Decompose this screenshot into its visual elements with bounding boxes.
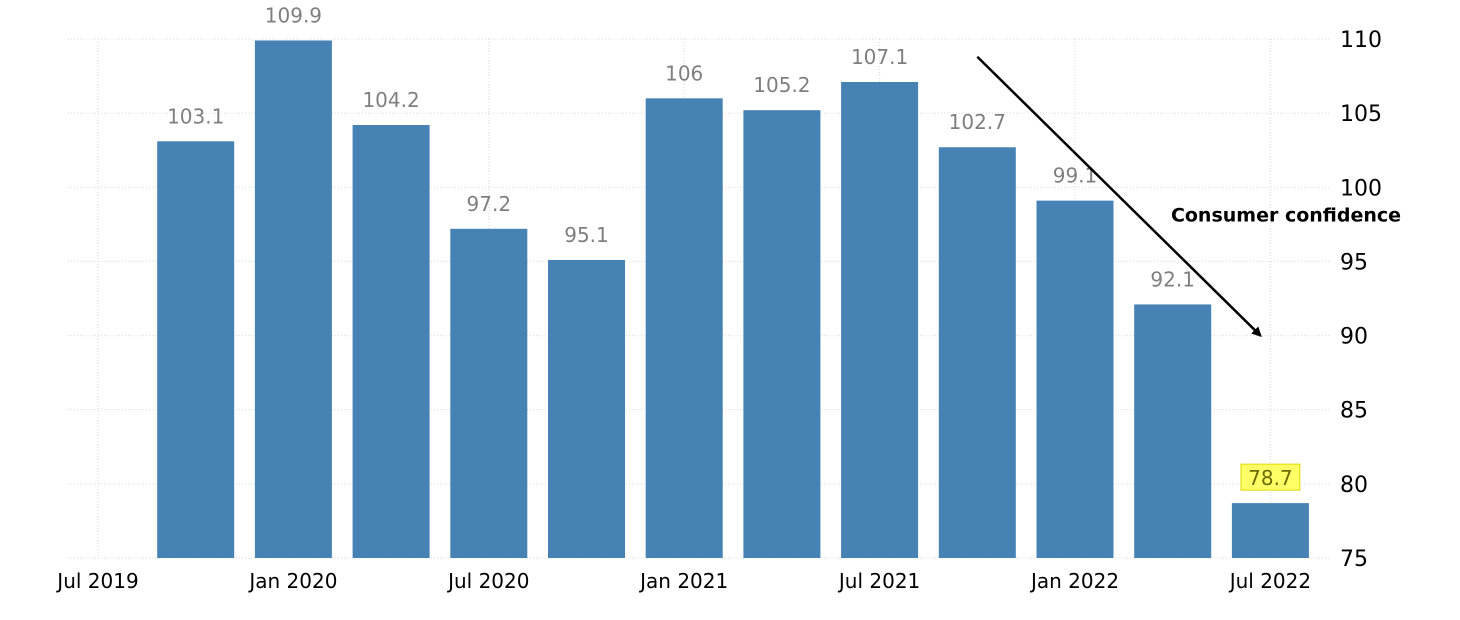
annotation: Consumer confidence	[976, 55, 1401, 337]
value-label: 97.2	[467, 192, 512, 216]
value-label: 103.1	[167, 104, 224, 128]
y-tick-label: 105	[1340, 102, 1382, 127]
bar	[841, 82, 919, 558]
bar	[352, 125, 430, 559]
value-label: 107.1	[851, 45, 908, 69]
y-tick-label: 95	[1340, 250, 1368, 275]
x-axis: Jul 2019 Jan 2020 Jul 2020 Jan 2021 Jul 2021…	[55, 569, 1311, 593]
y-tick-label: 90	[1340, 325, 1368, 350]
y-axis: 75 80 85 90 95 100 105 110	[1340, 28, 1382, 572]
trend-arrow	[976, 55, 1262, 337]
value-label: 106	[665, 61, 703, 85]
x-tick-label: Jul 2019	[55, 569, 138, 593]
value-label: 78.7	[1248, 466, 1293, 490]
bars	[157, 40, 1309, 559]
bar	[743, 110, 821, 559]
bar	[1134, 304, 1212, 558]
bar	[1231, 503, 1309, 558]
x-tick-label: Jul 2022	[1228, 569, 1311, 593]
value-label: 92.1	[1150, 267, 1195, 291]
x-tick-label: Jan 2020	[247, 569, 337, 593]
value-label: 109.9	[265, 3, 322, 27]
y-tick-label: 85	[1340, 399, 1368, 424]
annotation-text: Consumer confidence	[1171, 204, 1401, 226]
bar	[1036, 200, 1114, 559]
bar	[157, 141, 235, 558]
x-tick-label: Jul 2020	[446, 569, 529, 593]
bar	[254, 40, 332, 559]
value-label: 104.2	[362, 88, 419, 112]
value-label: 102.7	[949, 110, 1006, 134]
bar	[645, 98, 723, 559]
bar	[548, 259, 625, 558]
value-label: 105.2	[753, 73, 810, 97]
y-tick-label: 80	[1340, 473, 1368, 498]
y-tick-label: 75	[1340, 547, 1368, 572]
x-tick-label: Jan 2021	[638, 569, 728, 593]
x-tick-label: Jul 2021	[837, 569, 920, 593]
y-tick-label: 110	[1340, 28, 1382, 53]
value-label-highlight	[1240, 463, 1301, 491]
x-tick-label: Jan 2022	[1029, 569, 1119, 593]
value-label: 95.1	[564, 223, 609, 247]
bar	[450, 228, 528, 558]
bar	[938, 147, 1016, 558]
y-tick-label: 100	[1340, 176, 1382, 201]
value-labels: 103.1 109.9 104.2 97.2 95.1 106 105.2 107.1 102.…	[167, 3, 1301, 491]
